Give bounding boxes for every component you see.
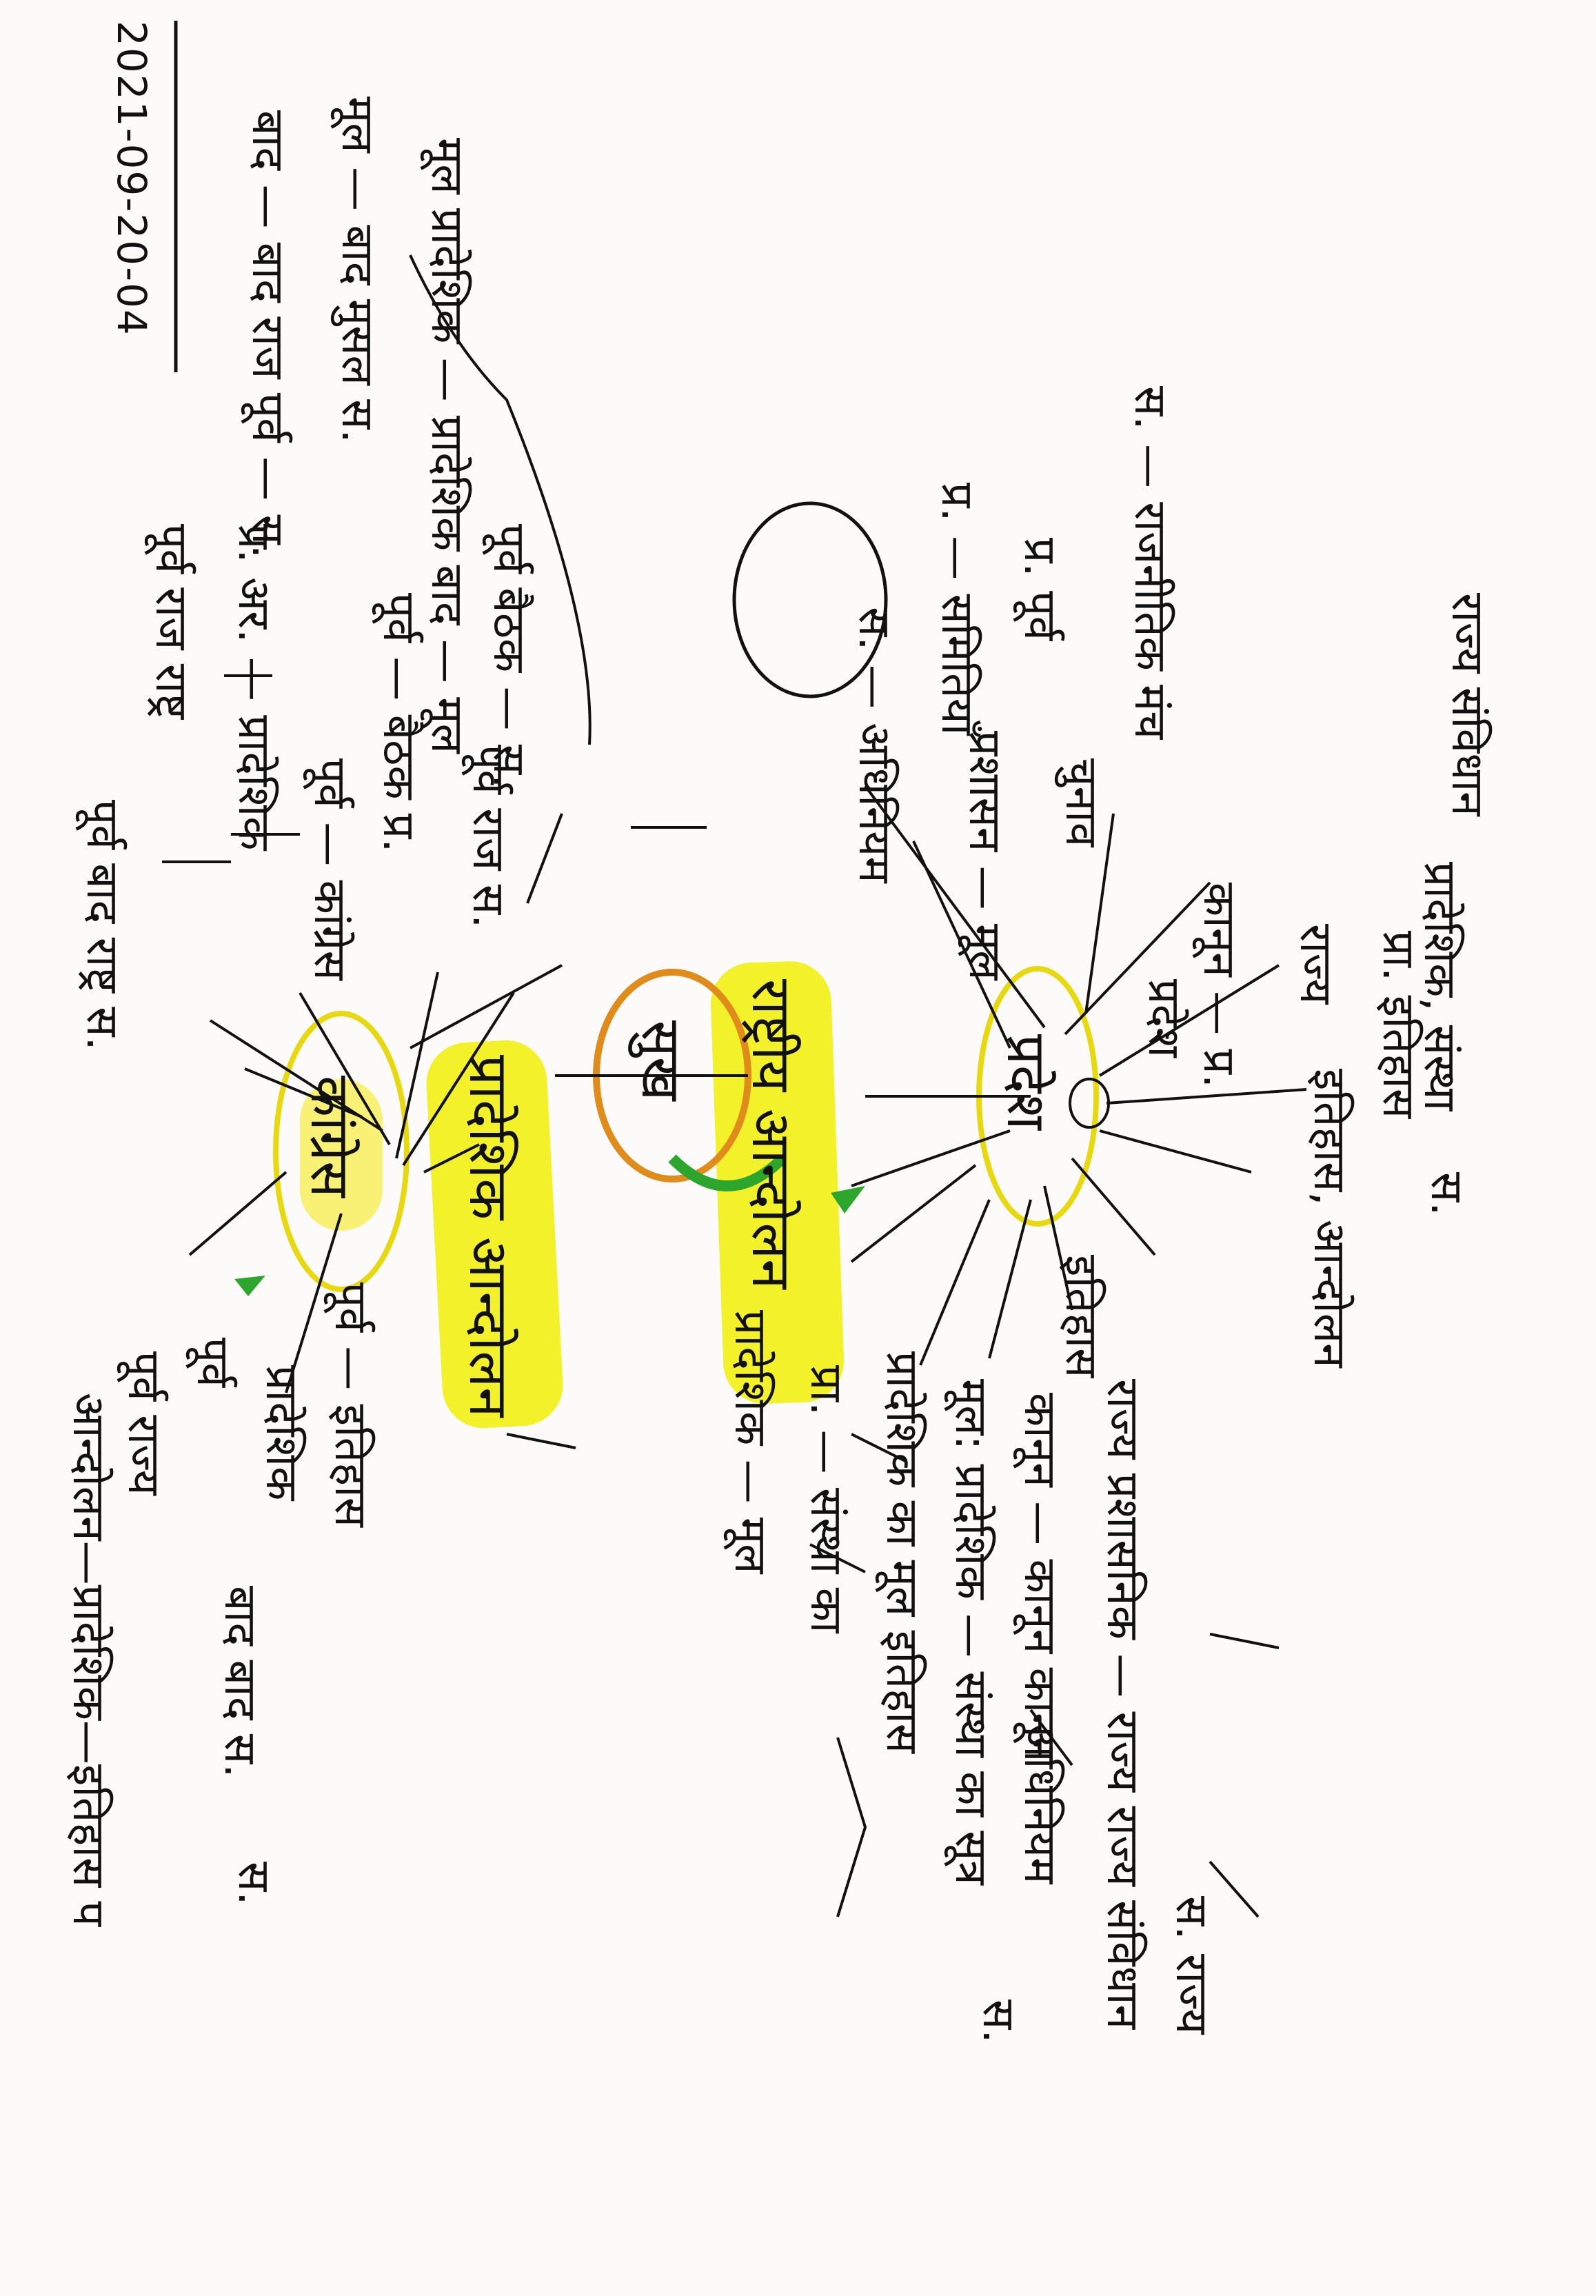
green-marker-left	[831, 1186, 865, 1214]
left-branch-item: प्रशासन — मूल	[959, 731, 1010, 980]
connector	[423, 1143, 480, 1174]
connector	[809, 1543, 866, 1573]
connector	[850, 1164, 977, 1263]
left-branch-item: राज्य संविधान	[1442, 593, 1493, 816]
top-branch-item: बाद — बाद राज पूर्व — स.	[242, 110, 293, 559]
connector	[1084, 813, 1115, 1014]
connector	[1099, 1129, 1252, 1174]
bottom-branch-item: अधिनियम	[1014, 1724, 1065, 1884]
connector	[1064, 881, 1211, 1036]
left-branch-item: कानून — प्र.	[1193, 883, 1244, 1089]
connector	[244, 1067, 363, 1118]
connector	[402, 991, 515, 1167]
connector	[395, 971, 439, 1159]
bottom-branch-item: राज्य प्रशासनिक — राज्य राज्य संविधान	[1097, 1379, 1148, 2030]
left-branch-item: प्रा. इतिहास	[1373, 931, 1424, 1118]
top-branch-item: प्र. अर. — प्रादेशिक	[228, 524, 279, 851]
left-branch-item: स.	[1421, 1172, 1472, 1216]
connector	[1209, 1860, 1260, 1918]
left-branch-item: स. — अधिनियम	[849, 607, 900, 883]
left-branch-item: चुनाव	[1055, 758, 1107, 847]
connector	[188, 1171, 287, 1256]
right-branch-item: पूर्व — इतिहास	[325, 1282, 376, 1527]
bottom-branch-item: प्रादेशिक — मूल	[725, 1310, 776, 1574]
connector	[864, 785, 1046, 1029]
left-branch-item: प्र. — समितियाँ	[931, 483, 982, 736]
node-ellipse-right	[273, 1011, 410, 1292]
connector	[1071, 1157, 1156, 1256]
bottom-branch-item: प्रा. — संस्था का	[800, 1365, 851, 1633]
bottom-branch-item: मूल: प्रादेशिक — संस्था का सूत्र	[945, 1379, 996, 1885]
right-branch-item: पूर्व	[187, 1338, 238, 1387]
connector	[1043, 1185, 1073, 1311]
hub-center-label: सुख	[629, 1020, 691, 1101]
connector	[526, 813, 563, 904]
left-branch-item: प्रदेश	[1138, 979, 1189, 1058]
left-branch-item: राज्य	[1290, 924, 1341, 1005]
boxed-node	[732, 501, 888, 698]
right-branch-item: बाद बाद स.	[214, 1586, 265, 1778]
small-node-circle	[1069, 1078, 1110, 1129]
right-branch-item: प्रादेशिक	[256, 1365, 307, 1501]
green-cycle-arrow	[668, 1154, 787, 1191]
top-branch-item: मूल प्रादेशिक — प्रादेशिक बाद — मूल	[421, 138, 472, 754]
top-branch-item: पूर्व बाद राष्ट्र स.	[77, 800, 128, 1051]
right-branch-item: पूर्व राज्य	[118, 1351, 169, 1496]
bottom-branch-item: स. राज्य	[1166, 1896, 1217, 2035]
hub-top-label: प्रदेश	[995, 1034, 1057, 1130]
connector	[506, 1433, 576, 1449]
connector	[299, 991, 391, 1146]
right-branch-item: स.	[228, 1862, 279, 1906]
note-date: 2021-09-20-04	[108, 21, 155, 336]
connector	[919, 1199, 991, 1366]
top-branch-item: पूर्व राज राष्ट्र	[145, 524, 196, 719]
bottom-branch-item: कानून — कानून कानून	[1014, 1393, 1065, 1762]
green-marker-right	[234, 1276, 265, 1296]
bottom-branch-item: स.	[973, 2000, 1024, 2044]
bottom-branch-item: प्रादेशिक का मूल इतिहास	[876, 1351, 927, 1753]
top-branch-item: पूर्व बैठक — स.	[483, 524, 534, 789]
hub-right-label: प्रादेशिक आन्दोलन	[457, 1055, 519, 1418]
connector	[1106, 1088, 1307, 1105]
connector	[1209, 1633, 1280, 1649]
connector	[912, 840, 1011, 1049]
connector	[1098, 964, 1280, 1077]
top-branch-item: मूल — बाद मुसल स.	[332, 97, 383, 443]
bracket	[409, 254, 592, 745]
connector	[285, 1213, 343, 1393]
top-branch-item: पूर्व — कांग्रेस	[304, 758, 355, 980]
left-branch-item: इतिहास, आन्दोलन	[1304, 1069, 1355, 1368]
connector	[851, 1433, 907, 1463]
connector	[988, 1199, 1032, 1359]
connector	[410, 964, 563, 1049]
left-branch-item: प्र. पूर्व	[1014, 538, 1065, 641]
left-branch-item: स. — राजनीतिक मंच	[1124, 386, 1175, 740]
hub-bottom-label: कांग्रेस	[299, 1076, 361, 1198]
right-branch-item: आन्दोलन—प्रादेशिक—इतिहास प	[63, 1393, 114, 1926]
connector	[851, 1129, 1011, 1187]
connector	[1029, 1709, 1073, 1766]
hub-left-label: राष्ट्रीय आन्दोलन	[740, 979, 802, 1289]
left-branch-item: इतिहास	[1055, 1255, 1107, 1378]
bracket	[836, 1737, 867, 1917]
